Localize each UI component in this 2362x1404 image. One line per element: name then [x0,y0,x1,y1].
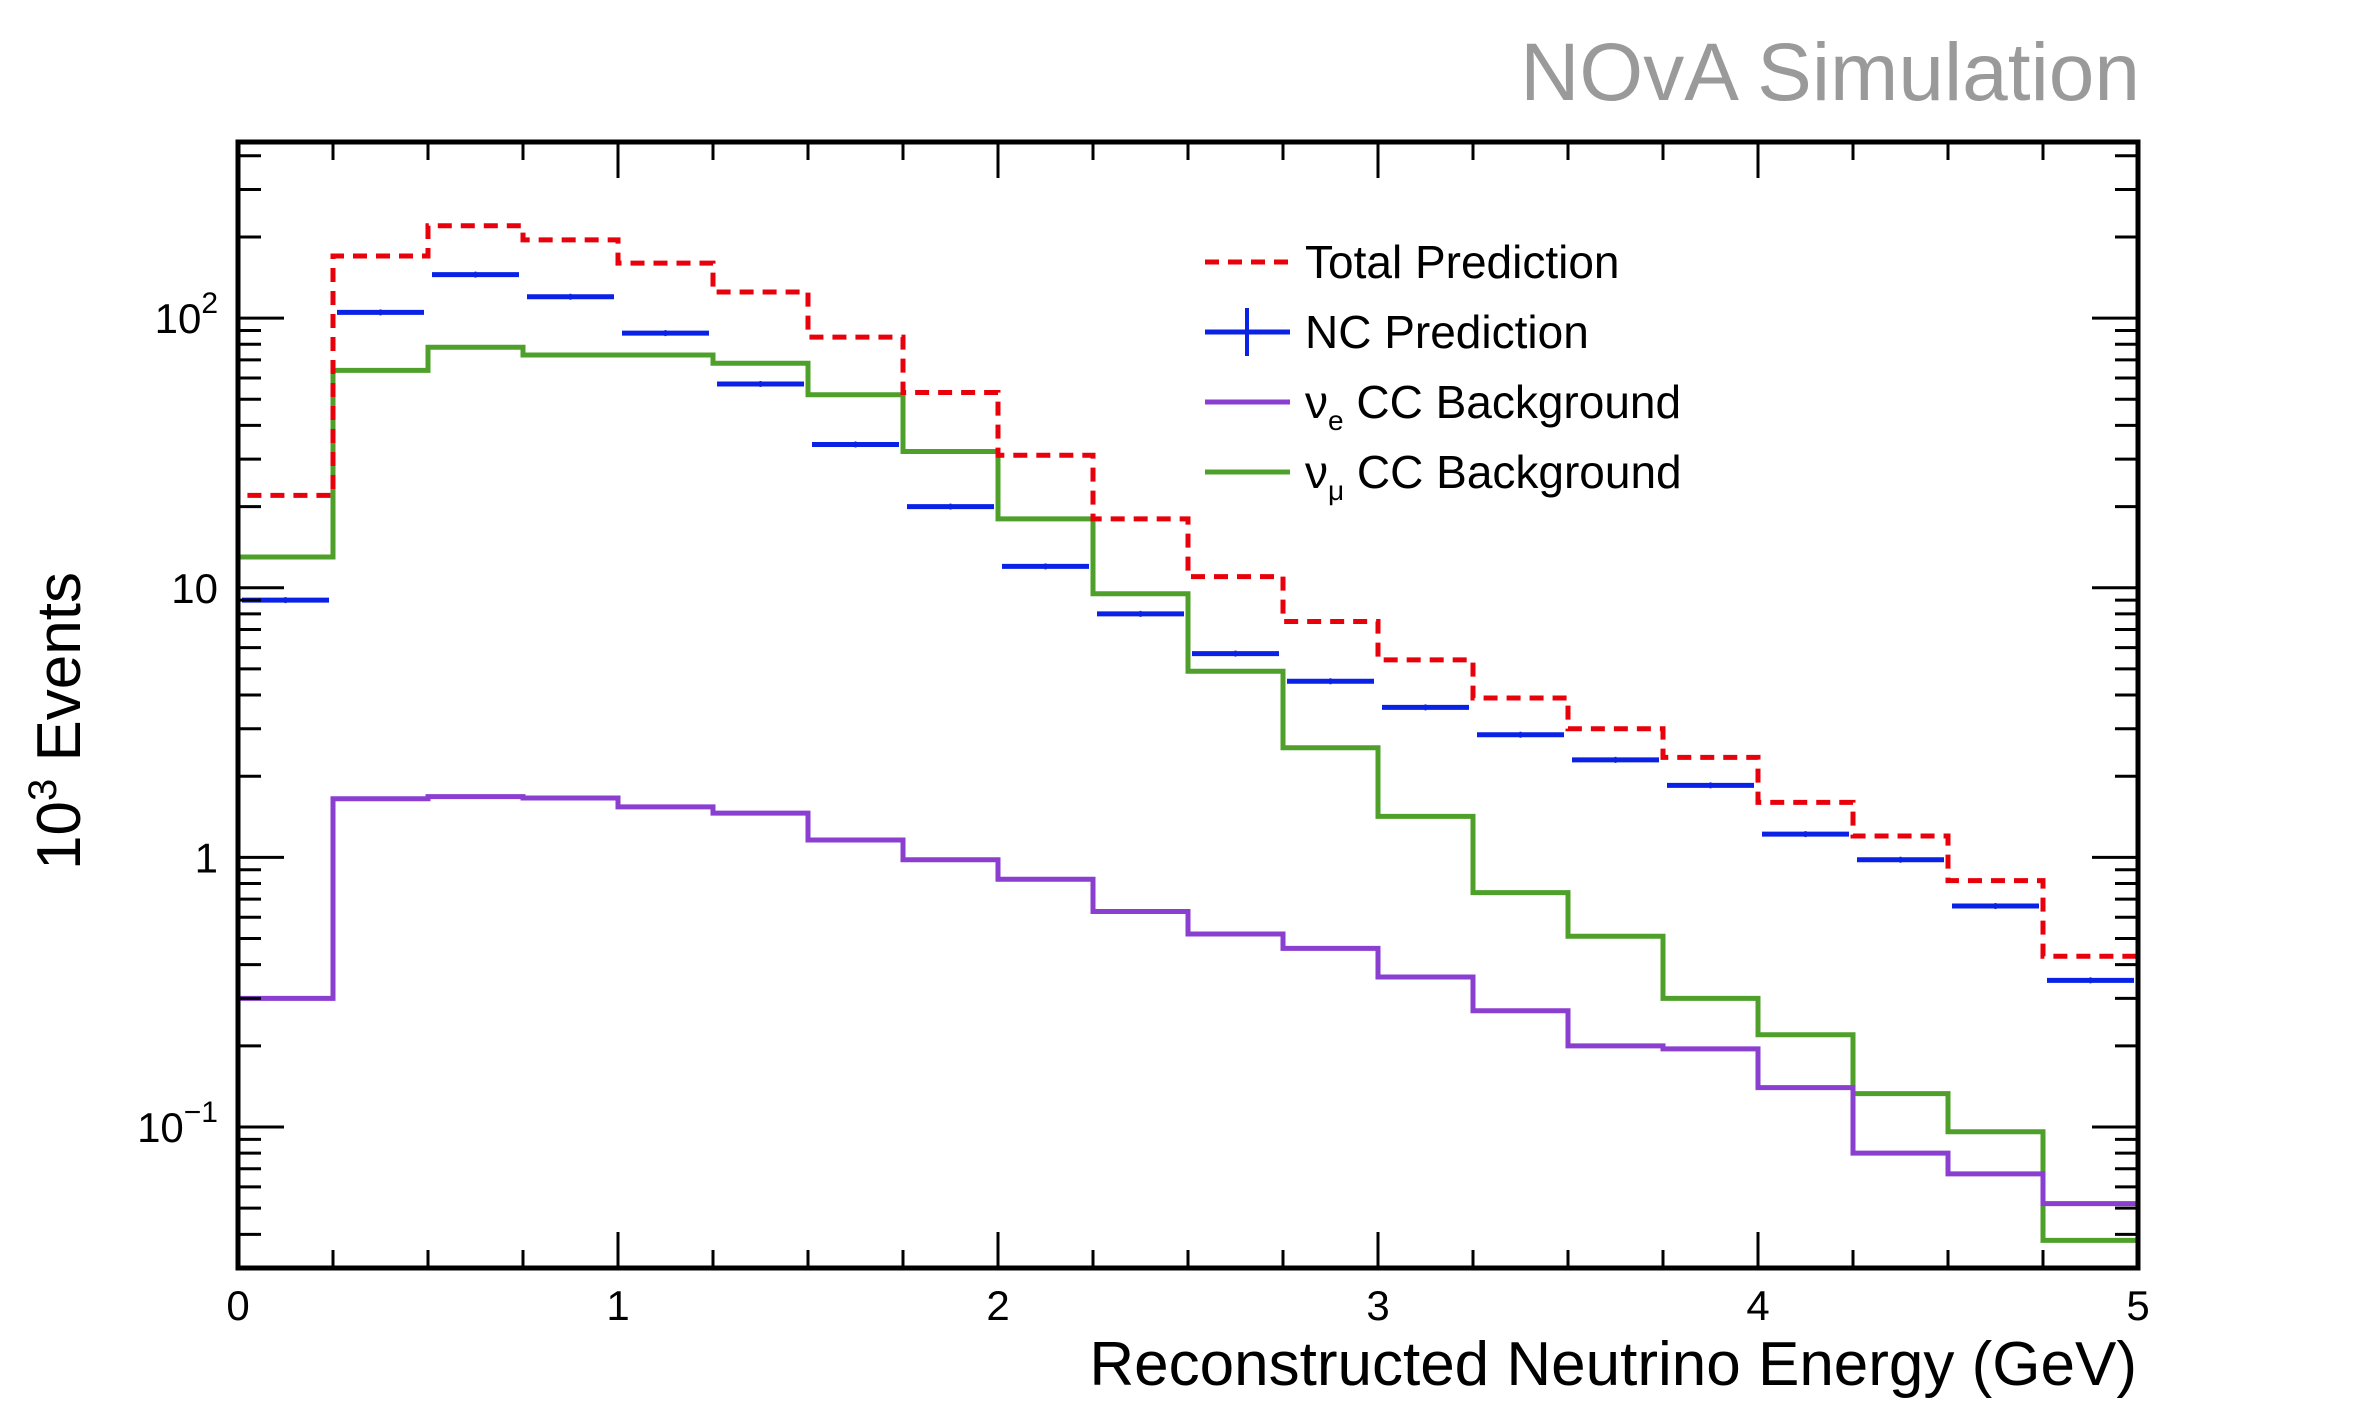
legend-entry-nc: NC Prediction [1205,306,1589,358]
legend-label-nc: NC Prediction [1305,306,1589,358]
x-tick-label-0: 0 [226,1282,249,1329]
x-axis-title: Reconstructed Neutrino Energy (GeV) [1089,1330,2137,1399]
legend-text-numu [1344,446,1357,498]
x-tick-label-2: 2 [986,1282,1009,1329]
legend-label-nue: νe CC Background [1305,376,1681,436]
y-tick-label-exp-0: −1 [184,1096,218,1129]
legend-subscript-nue: e [1328,405,1344,436]
legend-entry-nue: νe CC Background [1205,376,1681,436]
legend: Total Prediction NC Prediction νe CC Bac… [1205,236,1682,506]
series-numu [235,344,2138,1268]
nue-step-line [235,794,2138,1268]
y-tick-label-0: 10−1 [137,1096,218,1151]
y-tick-label-exp-3: 2 [201,287,218,320]
y-tick-label-base-3: 10 [155,295,202,342]
y-tick-label-1: 1 [195,834,218,881]
y-tick-label-base-2: 10 [171,565,218,612]
y-axis-title-rest: Events [25,572,94,779]
x-tick-labels: 0 1 2 3 4 5 [226,1282,2149,1329]
legend-symbol-nue: ν [1305,376,1328,428]
y-axis-title-base: 10 [25,801,94,870]
legend-entry-total: Total Prediction [1205,236,1620,288]
total-step-line [235,223,2138,1268]
legend-name-nue: CC Background [1356,376,1681,428]
series-total [235,223,2138,1268]
legend-name-numu: CC Background [1357,446,1682,498]
watermark: NOvA Simulation [1520,27,2140,118]
y-axis-title: 103 Events [21,572,94,870]
x-tick-label-5: 5 [2126,1282,2149,1329]
legend-text-nue [1344,376,1357,428]
y-axis-title-exp: 3 [21,779,65,801]
x-tick-label-1: 1 [606,1282,629,1329]
legend-label-numu: νμ CC Background [1305,446,1682,506]
series-nc [242,271,2134,984]
numu-step-line [235,344,2138,1268]
y-tick-label-2: 10 [171,565,218,612]
y-tick-label-base-1: 1 [195,834,218,881]
legend-label-total: Total Prediction [1305,236,1620,288]
y-tick-label-3: 102 [155,287,218,342]
legend-subscript-numu: μ [1328,475,1344,506]
series-layer [235,223,2138,1268]
x-tick-label-4: 4 [1746,1282,1769,1329]
x-tick-label-3: 3 [1366,1282,1389,1329]
legend-entry-numu: νμ CC Background [1205,446,1682,506]
plot-frame [235,139,2141,1271]
legend-symbol-numu: ν [1305,446,1328,498]
y-tick-label-base-0: 10 [137,1104,184,1151]
series-nue [235,794,2138,1268]
